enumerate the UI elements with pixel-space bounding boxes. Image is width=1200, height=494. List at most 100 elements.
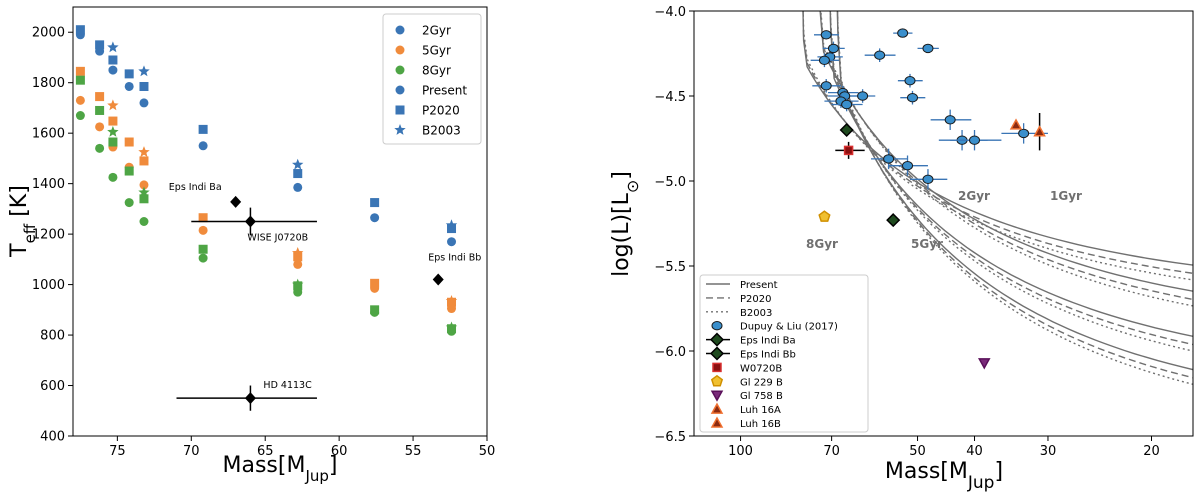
gl758b-marker xyxy=(978,358,991,370)
data-point-p2020-8gyr xyxy=(95,105,105,115)
legend-marker xyxy=(710,416,724,428)
dupuy-liu-point xyxy=(841,99,853,110)
legend-label: 8Gyr xyxy=(422,64,451,78)
object-label: Eps Indi Ba xyxy=(169,182,222,193)
dupuy-liu-point xyxy=(820,81,832,91)
legend-marker xyxy=(710,402,724,414)
legend-marker xyxy=(711,321,723,331)
plot-frame xyxy=(693,10,1194,437)
isochrone-label: 8Gyr xyxy=(806,237,838,251)
y-tick-label: 1600 xyxy=(32,127,65,142)
x-tick-label: 40 xyxy=(966,444,983,459)
y-tick-label: −5.5 xyxy=(654,260,686,275)
dupuy-liu-point xyxy=(857,91,869,101)
luh16b-marker xyxy=(1033,125,1046,137)
legend-label: P2020 xyxy=(740,294,771,305)
data-point-2gyr xyxy=(447,237,457,247)
data-point-b2003-5gyr xyxy=(138,146,150,157)
dupuy-liu-point xyxy=(820,30,832,40)
data-point-p2020-8gyr xyxy=(198,244,208,254)
data-point-b2003-2gyr xyxy=(107,41,119,53)
legend-box xyxy=(382,13,482,145)
x-tick-label: 100 xyxy=(728,444,753,459)
legend-marker xyxy=(709,346,725,361)
data-point-p2020-2gyr xyxy=(108,55,118,65)
data-point-p2020-2gyr xyxy=(447,224,457,234)
data-point-b2003-2gyr xyxy=(138,65,150,77)
x-tick-label: 70 xyxy=(183,444,200,459)
y-tick-label: 800 xyxy=(40,329,65,344)
x-tick-label: 75 xyxy=(109,444,126,459)
x-tick-label: 30 xyxy=(1040,444,1057,459)
legend-marker xyxy=(395,65,405,75)
dupuy-liu-point xyxy=(902,161,914,171)
isochrone-b2003 xyxy=(820,11,1193,307)
data-point-2gyr xyxy=(124,81,134,91)
eps-indi-bb-marker xyxy=(886,213,901,228)
y-axis-label: Teff [K] xyxy=(7,185,39,258)
isochrone-present xyxy=(836,11,1193,371)
legend-label: Gl 229 B xyxy=(740,377,783,388)
legend-label: Present xyxy=(422,84,467,98)
object-marker xyxy=(244,392,256,405)
isochrone-present xyxy=(819,11,1193,292)
data-point-p2020-2gyr xyxy=(370,198,380,208)
dupuy-liu-point xyxy=(827,43,839,54)
y-tick-label: −6.5 xyxy=(654,430,686,445)
data-point-b2003-2gyr xyxy=(292,158,304,170)
data-point-b2003-2gyr xyxy=(445,219,458,231)
data-point-8gyr xyxy=(139,217,149,226)
dupuy-liu-point xyxy=(906,93,918,103)
legend: Present P2020 B2003 Dupuy & Liu (2017) Eps I… xyxy=(699,274,869,433)
y-tick-label: 400 xyxy=(40,430,65,445)
data-point-8gyr xyxy=(95,143,105,153)
data-point-p2020-8gyr xyxy=(75,75,85,85)
x-tick-label: 50 xyxy=(909,444,926,459)
y-tick-label: −4.5 xyxy=(654,90,686,105)
data-point-2gyr xyxy=(293,182,303,192)
data-point-b2003-8gyr xyxy=(138,186,150,198)
legend-label: B2003 xyxy=(422,124,461,138)
data-point-b2003-8gyr xyxy=(292,278,304,290)
w0720b-marker xyxy=(843,145,854,156)
isochrone-b2003 xyxy=(836,11,1193,386)
data-point-p2020-2gyr xyxy=(198,124,208,134)
legend-label: 2Gyr xyxy=(422,24,451,38)
object-marker xyxy=(432,273,444,286)
legend-box xyxy=(699,274,869,433)
y-tick-label: −5.0 xyxy=(654,175,686,190)
luh16a-marker xyxy=(1009,118,1023,130)
data-point-b2003-5gyr xyxy=(107,99,119,111)
y-tick-label: −6.0 xyxy=(654,345,686,360)
object-label: HD 4113C xyxy=(263,380,312,391)
data-point-2gyr xyxy=(198,141,208,151)
isochrone-label: 2Gyr xyxy=(958,189,990,203)
legend-label: P2020 xyxy=(422,104,460,118)
legend-label: Present xyxy=(740,280,778,291)
data-point-b2003-5gyr xyxy=(292,247,304,258)
isochrone-label: 1Gyr xyxy=(1050,189,1082,203)
data-point-b2003-5gyr xyxy=(445,295,458,306)
legend-label: Luh 16B xyxy=(740,419,781,430)
object-label: WISE J0720B xyxy=(247,233,308,244)
data-point-2gyr xyxy=(108,65,118,75)
isochrone-label: 5Gyr xyxy=(911,237,943,251)
dupuy-liu-point xyxy=(1018,128,1030,139)
dupuy-liu-point xyxy=(874,50,886,60)
x-tick-label: 70 xyxy=(823,444,840,459)
legend-marker xyxy=(710,390,724,402)
object-label: Eps Indi Bb xyxy=(428,253,481,264)
data-point-b2003-8gyr xyxy=(107,125,119,137)
x-tick-label: 55 xyxy=(405,444,422,459)
y-tick-label: 1200 xyxy=(32,228,65,243)
data-point-5gyr xyxy=(198,225,208,235)
isochrone-present xyxy=(802,11,1193,266)
eps-indi-ba-marker xyxy=(839,122,854,138)
plot-frame xyxy=(72,6,488,437)
isochrone-p2020 xyxy=(836,11,1193,379)
data-point-b2003-8gyr xyxy=(445,321,458,333)
data-point-p2020-5gyr xyxy=(370,278,380,288)
data-point-p2020-2gyr xyxy=(293,169,303,179)
legend-marker xyxy=(395,85,405,95)
data-point-p2020-5gyr xyxy=(75,66,85,76)
